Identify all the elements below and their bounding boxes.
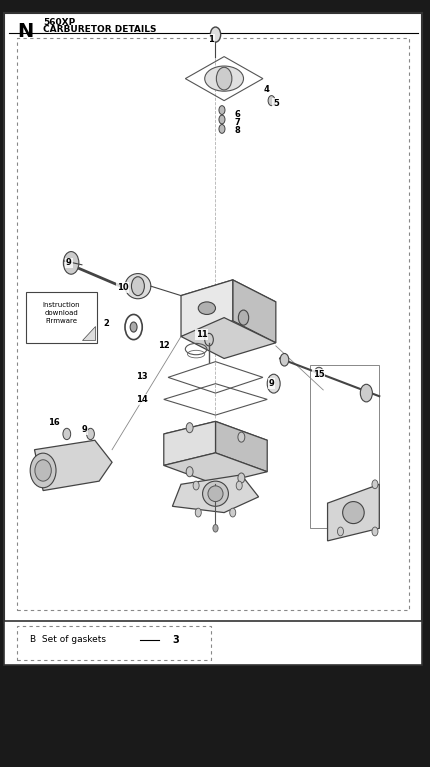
Ellipse shape [198,302,215,314]
Text: 9: 9 [66,258,72,268]
Circle shape [267,374,280,393]
Text: 9: 9 [81,425,87,434]
Text: 1: 1 [208,35,214,44]
Polygon shape [181,318,275,358]
Text: 6: 6 [233,110,240,119]
Ellipse shape [30,453,56,488]
Polygon shape [181,280,275,318]
Ellipse shape [202,481,228,506]
Circle shape [216,67,231,90]
Ellipse shape [35,459,51,481]
Ellipse shape [208,486,223,502]
Ellipse shape [342,502,363,524]
Polygon shape [327,484,378,541]
Circle shape [337,527,343,536]
Text: 7: 7 [233,117,240,127]
Circle shape [218,106,224,114]
Polygon shape [172,475,258,512]
Circle shape [238,310,248,325]
Polygon shape [215,421,267,472]
Circle shape [186,423,193,433]
Text: 4: 4 [263,85,269,94]
Text: 16: 16 [48,418,60,427]
Ellipse shape [125,274,150,298]
Circle shape [212,525,218,532]
Text: 15: 15 [312,370,324,379]
Circle shape [204,334,213,346]
Circle shape [86,428,94,439]
Circle shape [229,509,235,517]
Ellipse shape [314,367,322,375]
Text: 8: 8 [233,126,240,135]
Circle shape [63,428,71,439]
Text: 5: 5 [272,99,278,107]
Circle shape [63,252,79,275]
Circle shape [237,473,244,483]
Circle shape [371,480,377,489]
Polygon shape [34,440,112,491]
Polygon shape [163,421,267,453]
FancyBboxPatch shape [4,621,421,665]
Circle shape [371,527,377,536]
Text: 11: 11 [195,330,207,339]
Text: 9: 9 [268,379,274,388]
Polygon shape [163,421,215,466]
FancyBboxPatch shape [17,626,211,660]
Circle shape [130,322,137,332]
Circle shape [195,509,201,517]
Circle shape [236,481,242,490]
Text: N: N [17,22,34,41]
Polygon shape [82,326,95,340]
Polygon shape [181,280,232,337]
FancyBboxPatch shape [26,292,97,343]
Text: 10: 10 [117,283,128,292]
Circle shape [237,432,244,442]
Text: 12: 12 [157,341,169,351]
Circle shape [267,96,274,106]
Text: Instruction
download
Firmware: Instruction download Firmware [43,302,80,324]
Text: 560XP: 560XP [43,18,75,27]
Circle shape [218,115,224,124]
Circle shape [210,27,220,42]
Text: 14: 14 [136,395,148,404]
Circle shape [359,384,372,402]
Text: CARBURETOR DETAILS: CARBURETOR DETAILS [43,25,156,35]
Text: 13: 13 [136,371,147,380]
Ellipse shape [204,66,243,91]
Circle shape [218,124,224,133]
Text: B  Set of gaskets: B Set of gaskets [30,635,106,644]
Text: 3: 3 [172,635,179,645]
Text: 2: 2 [103,319,109,328]
FancyBboxPatch shape [4,12,421,623]
Circle shape [280,354,288,366]
Circle shape [193,481,199,490]
Circle shape [186,466,193,477]
Polygon shape [232,280,275,343]
Polygon shape [163,453,267,484]
Circle shape [131,277,144,295]
